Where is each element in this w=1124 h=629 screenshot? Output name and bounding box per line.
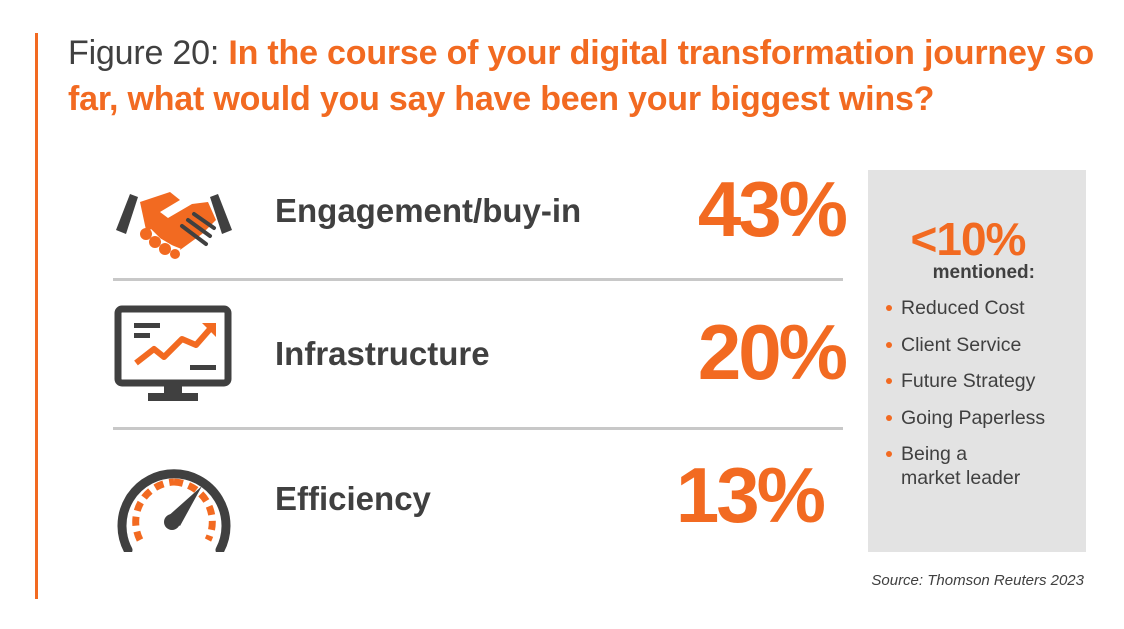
bullet-icon [886,305,892,311]
list-item-label: Going Paperless [901,406,1046,429]
other-mentions-list: Reduced Cost Client Service Future Strat… [886,296,1082,503]
figure-question: In the course of your digital transforma… [68,34,1094,118]
source-note: Source: Thomson Reuters 2023 [871,572,1084,589]
stat-row-infrastructure: Infrastructure 20% [110,305,848,425]
handshake-icon [116,192,232,259]
other-mentions-subhead: mentioned: [932,262,1035,283]
row-divider [113,427,843,430]
list-item: Client Service [886,333,1082,357]
list-item: Future Strategy [886,369,1082,393]
figure-number: Figure 20: [68,34,220,72]
row-divider [113,278,843,281]
bullet-icon [886,341,892,348]
stat-value: 13% [675,451,826,539]
list-item-label: Client Service [901,333,1022,356]
bullet-icon [886,414,892,421]
stat-row-engagement: Engagement/buy-in 43% [110,165,848,292]
accent-bar [35,33,38,599]
list-item-label: Future Strategy [901,370,1036,392]
speedometer-icon [117,469,231,552]
stat-value: 20% [697,308,848,396]
list-item: Being a market leader [886,442,1082,490]
other-mentions-panel: <10% mentioned: Reduced Cost Client Serv… [868,170,1086,552]
monitor-chart-icon [114,305,232,401]
stat-label: Efficiency [275,480,431,517]
bullet-icon [886,378,892,384]
list-item: Reduced Cost [886,296,1082,320]
list-item: Going Paperless [886,406,1082,430]
stat-label: Infrastructure [275,335,490,372]
figure-title: Figure 20: In the course of your digital… [68,30,1098,122]
stat-row-efficiency: Efficiency 13% [110,451,845,572]
other-mentions-headline: <10% [910,213,1027,265]
stat-value: 43% [697,165,848,253]
list-item-label: Being a market leader [901,443,1021,489]
list-item-label: Reduced Cost [901,297,1025,319]
stat-label: Engagement/buy-in [275,192,582,229]
bullet-icon [886,451,892,457]
